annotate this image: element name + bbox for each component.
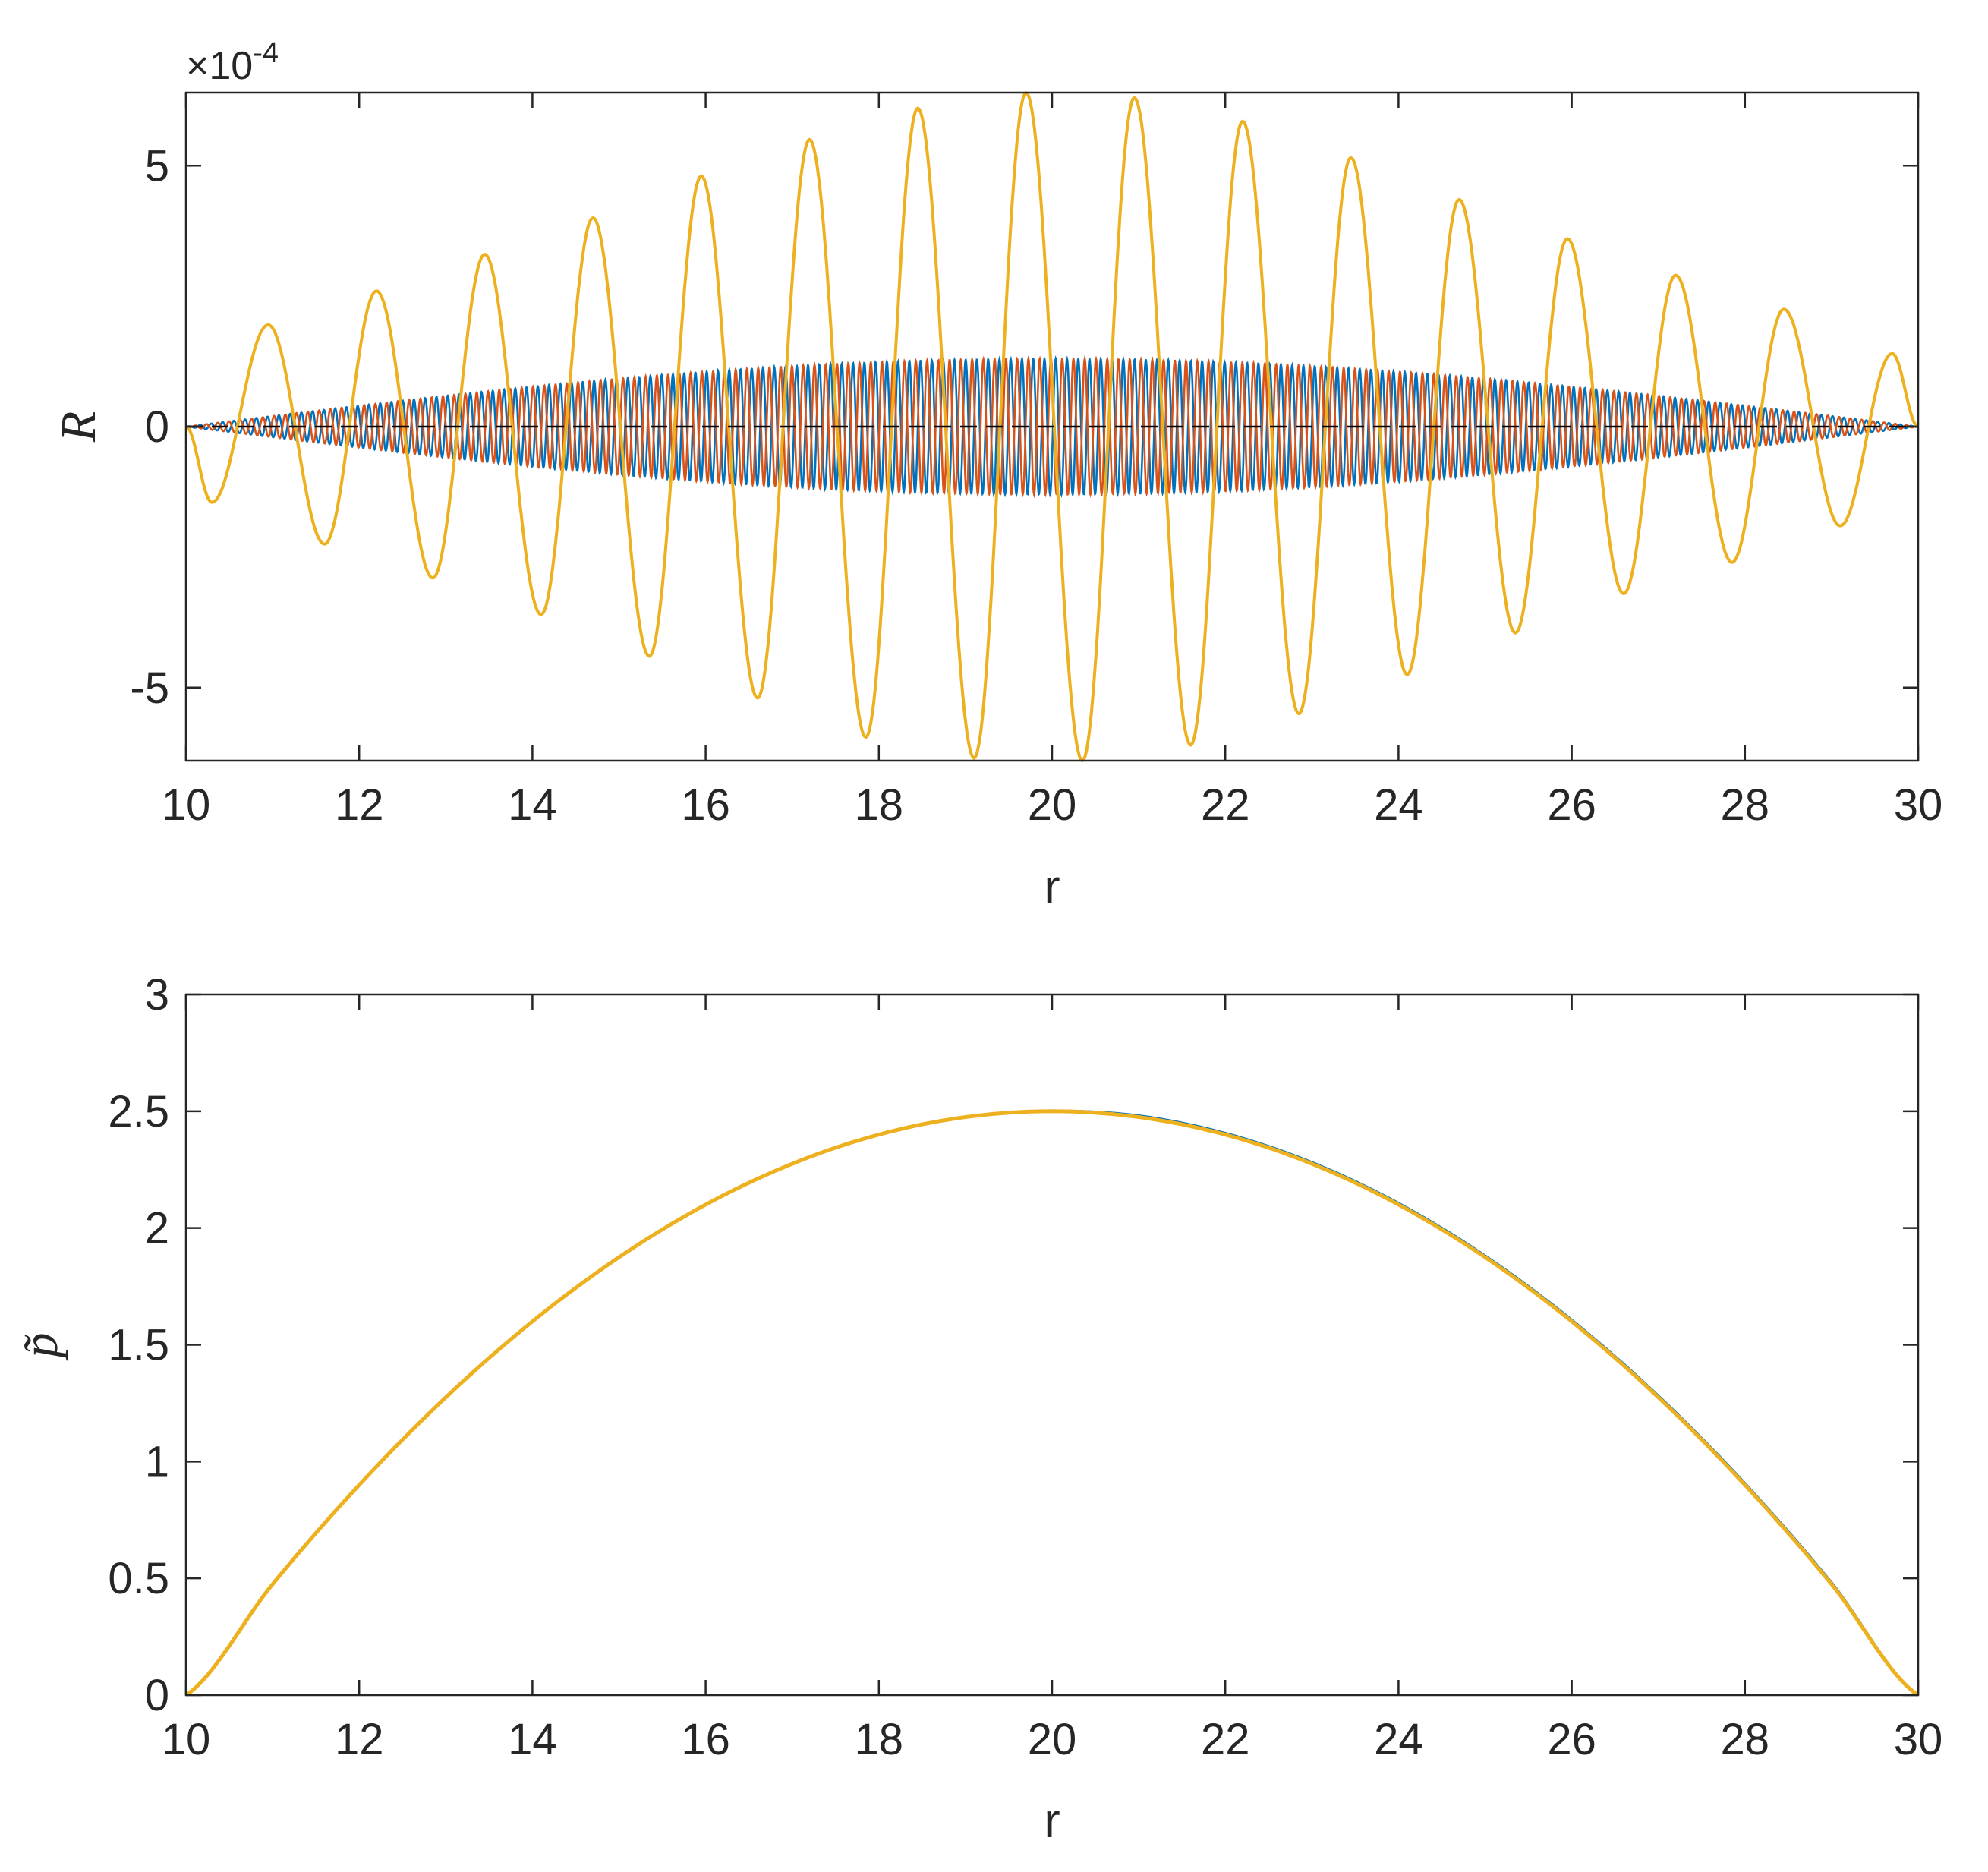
bottom-xtick-label: 26	[1547, 1715, 1596, 1764]
top-ytick-label: -5	[130, 663, 169, 713]
top-x-axis-label: r	[1044, 859, 1060, 914]
bottom-ytick-label: 3	[145, 970, 169, 1020]
top-xtick-label: 24	[1374, 780, 1423, 830]
bottom-ytick-label: 1.5	[108, 1321, 169, 1370]
bottom-ticks: 10 12 14 16 18 20 22 24 26 28 30 0 0.5 1 1.5 2 2.5 3	[108, 970, 1942, 1764]
bottom-ytick-label: 1	[145, 1437, 169, 1486]
bottom-xtick-label: 10	[162, 1715, 211, 1764]
bottom-xtick-label: 20	[1028, 1715, 1077, 1764]
top-exponent-label: ×10-4	[186, 37, 279, 88]
top-xtick-label: 22	[1201, 780, 1250, 830]
top-series-blue-line	[186, 355, 1918, 498]
bottom-xtick-label: 18	[855, 1715, 904, 1764]
top-xtick-label: 20	[1028, 780, 1077, 830]
top-xtick-label: 28	[1721, 780, 1770, 830]
top-ytick-label: 5	[145, 141, 169, 191]
bottom-xtick-label: 16	[681, 1715, 730, 1764]
top-ytick-label: 0	[145, 402, 169, 452]
bottom-xtick-label: 22	[1201, 1715, 1250, 1764]
top-xtick-label: 14	[508, 780, 557, 830]
bottom-y-axis-label: p̃	[13, 1333, 68, 1361]
bottom-series-yellow-line	[184, 1109, 1920, 1697]
top-xtick-label: 16	[681, 780, 730, 830]
top-xtick-label: 30	[1894, 780, 1943, 830]
bottom-xtick-label: 14	[508, 1715, 557, 1764]
bottom-xtick-label: 24	[1374, 1715, 1423, 1764]
bottom-xtick-label: 12	[335, 1715, 384, 1764]
top-xtick-label: 26	[1547, 780, 1596, 830]
bottom-x-axis-label: r	[1044, 1793, 1060, 1848]
bottom-ytick-label: 2	[145, 1204, 169, 1253]
top-xtick-label: 12	[335, 780, 384, 830]
top-xtick-label: 18	[855, 780, 904, 830]
top-ticks: 10 12 14 16 18 20 22 24 26 28 30 -5 0 5	[130, 93, 1942, 830]
bottom-panel: 10 12 14 16 18 20 22 24 26 28 30 0 0.5 1 1.5 2 2.5 3 r p̃	[13, 970, 1942, 1848]
bottom-ytick-label: 0.5	[108, 1554, 169, 1603]
bottom-xtick-label: 28	[1721, 1715, 1770, 1764]
top-xtick-label: 10	[162, 780, 211, 830]
top-panel: 10 12 14 16 18 20 22 24 26 28 30 -5 0 5 ×10-4 r R	[51, 37, 1942, 914]
top-plot-area	[185, 90, 1919, 763]
bottom-ytick-label: 2.5	[108, 1087, 169, 1136]
bottom-plot-area	[184, 1109, 1920, 1697]
bottom-xtick-label: 30	[1894, 1715, 1943, 1764]
top-y-axis-label: R	[51, 411, 106, 443]
bottom-ytick-label: 0	[145, 1671, 169, 1720]
